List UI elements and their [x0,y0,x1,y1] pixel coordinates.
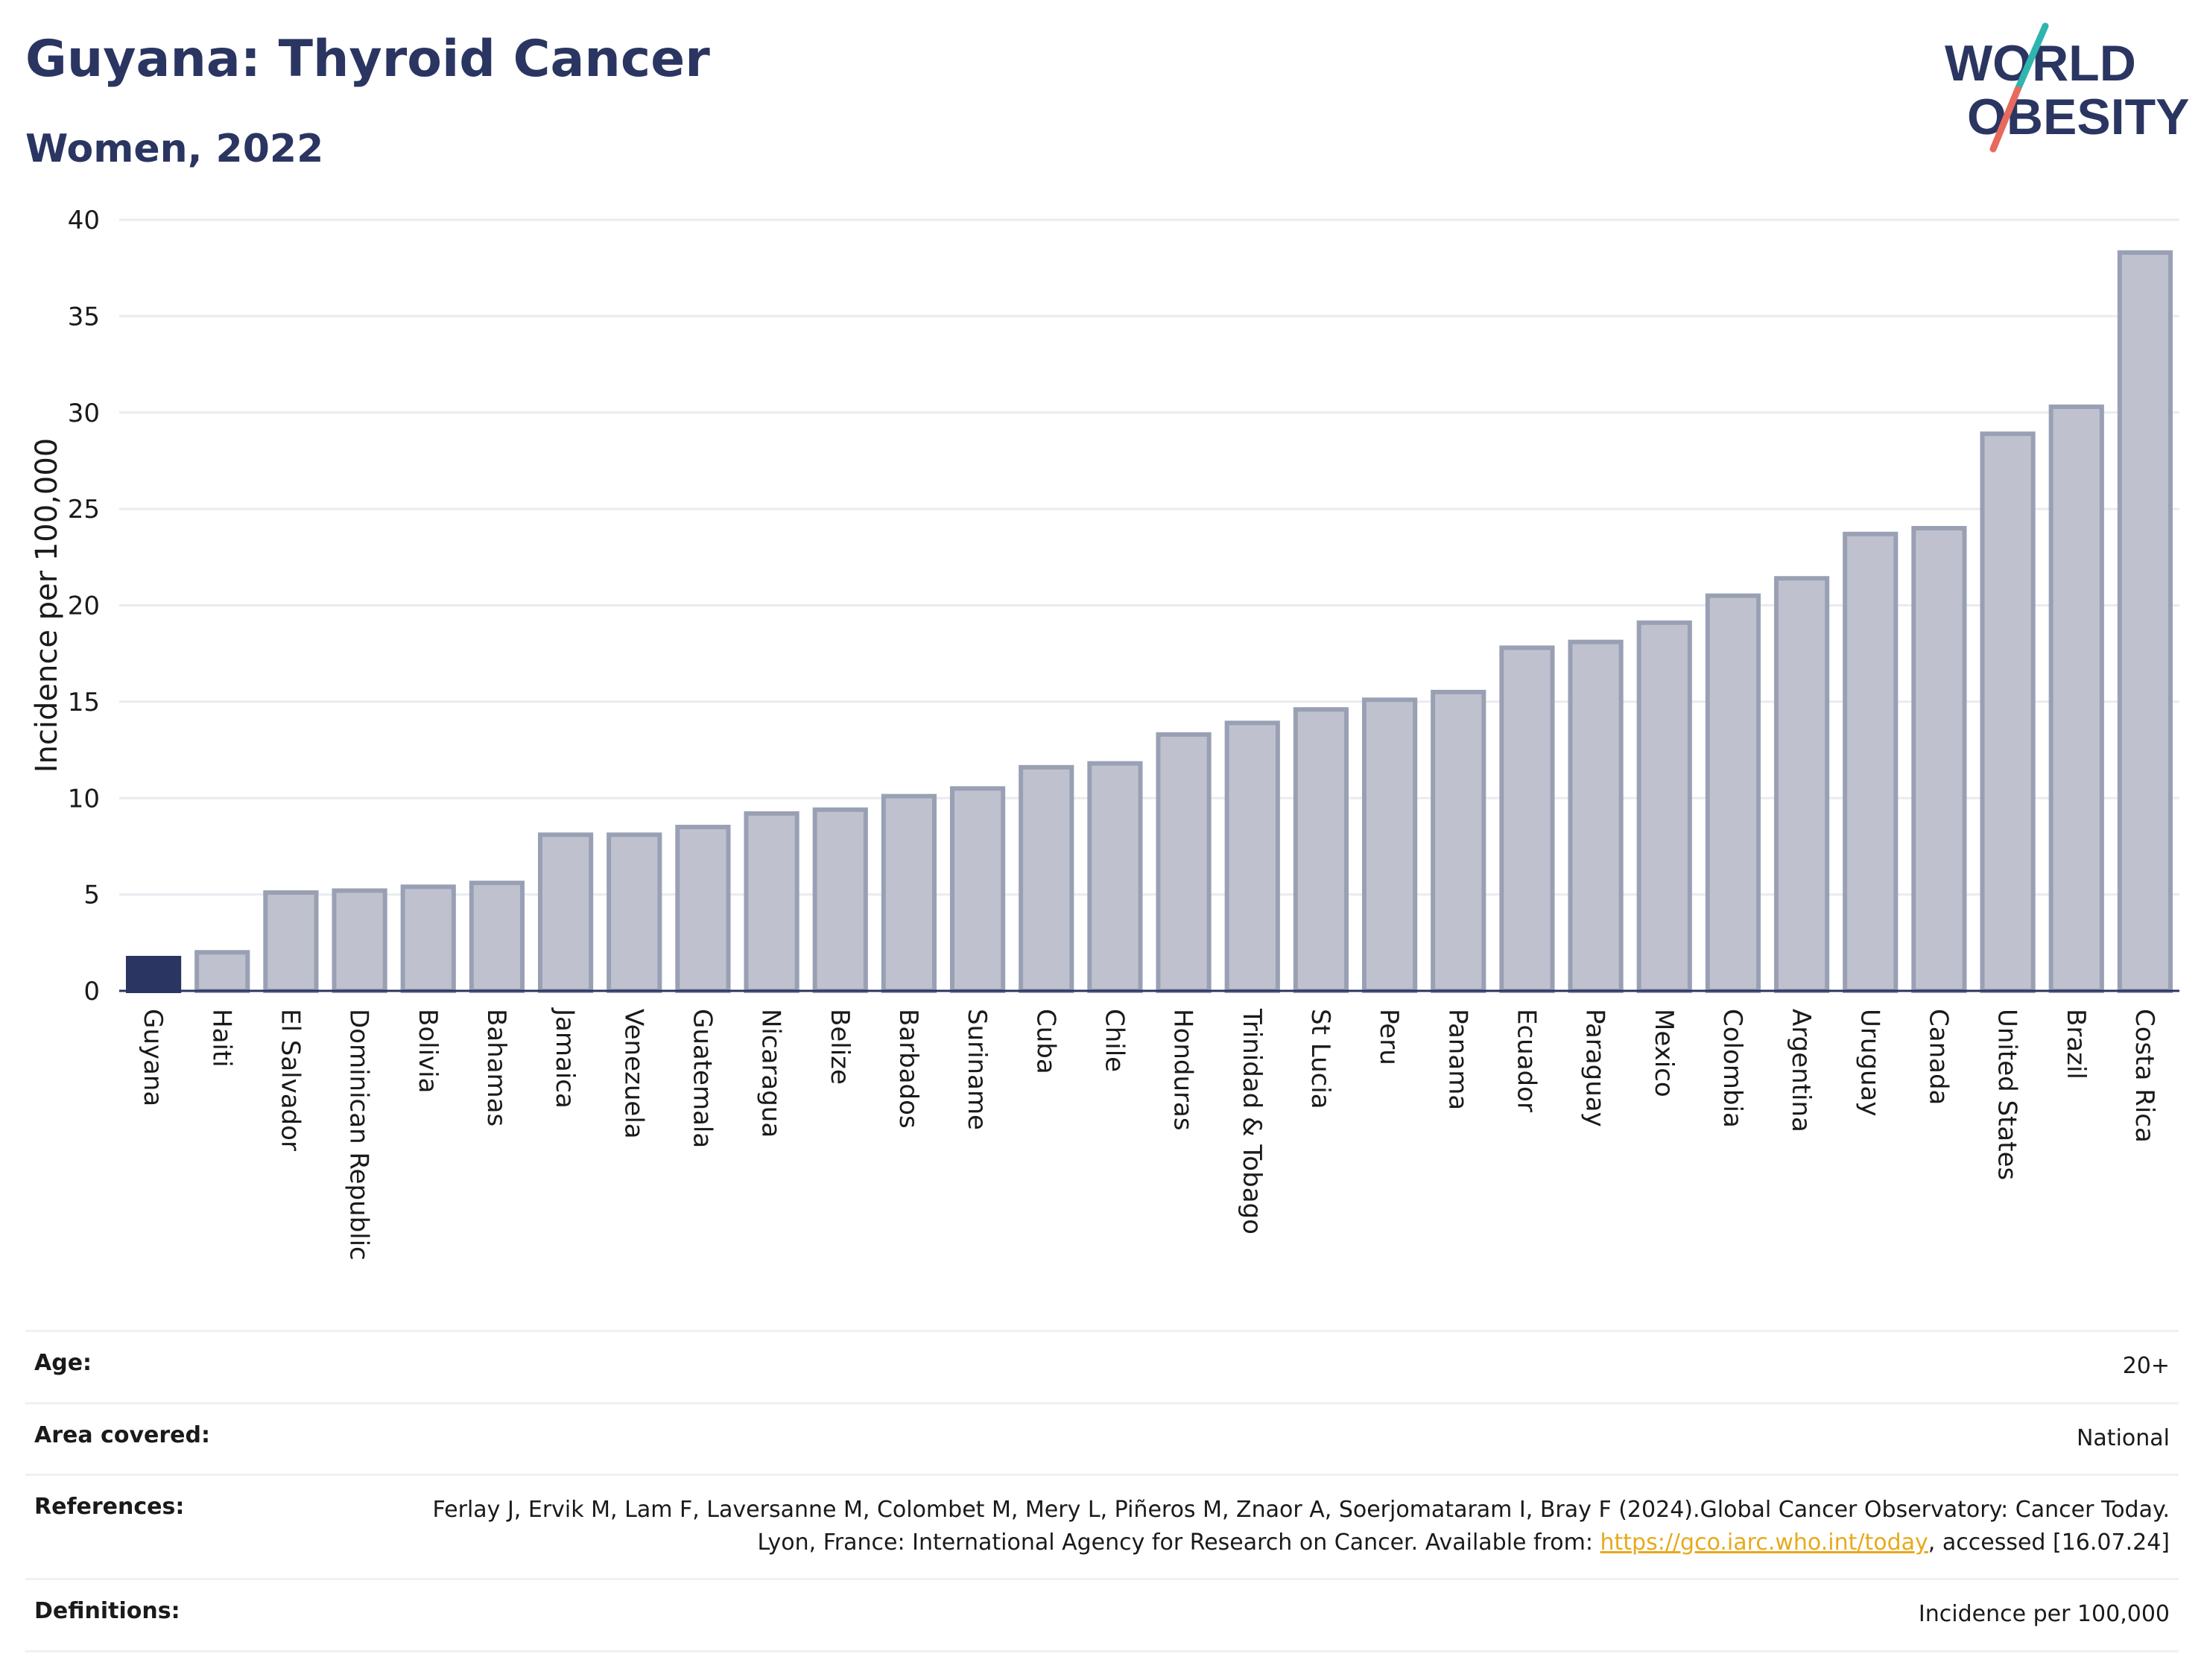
references-text: Ferlay J, Ervik M, Lam F, Laversanne M, … [432,1497,2170,1556]
bar [469,881,525,993]
x-tick-label: Trinidad & Tobago [1237,1008,1267,1234]
y-tick-label: 30 [68,399,100,428]
meta-row-age: Age: 20+ [25,1330,2179,1402]
area-label: Area covered: [34,1421,210,1448]
x-tick-label: Suriname [962,1009,992,1130]
meta-row-definitions: Definitions: Incidence per 100,000 [25,1578,2179,1652]
bar [2117,250,2173,994]
logo-stroke-teal [2014,22,2049,93]
x-tick-label: Uruguay [1855,1009,1884,1117]
x-tick-label: Jamaica [550,1007,580,1109]
definitions-value: Incidence per 100,000 [1918,1601,2170,1627]
references-tail: , accessed [16.07.24] [1928,1529,2170,1556]
x-tick-label: Honduras [1168,1009,1198,1131]
x-tick-label: Haiti [206,1009,236,1068]
bar [1156,732,1212,993]
y-tick-label: 0 [83,977,100,1007]
y-tick-label: 40 [68,206,100,235]
x-tick-label: Ecuador [1511,1009,1541,1112]
world-obesity-logo: WORLD OBESITY [1945,22,2190,153]
x-tick-label: United States [1992,1009,2022,1180]
references-value: Ferlay J, Ervik M, Lam F, Laversanne M, … [419,1494,2170,1559]
x-tick-label: El Salvador [275,1009,305,1151]
bar [1980,431,2036,993]
bar [881,793,937,993]
x-tick-label: Venezuela [618,1009,648,1139]
x-tick-label: Paraguay [1580,1009,1610,1127]
bar [400,884,456,994]
x-tick-label: Barbados [893,1009,923,1129]
x-tick-label: Bolivia [413,1009,443,1093]
bar [1361,697,1418,993]
x-tick-label: Guyana [138,1009,168,1106]
x-tick-label: Chile [1099,1009,1129,1072]
bar [125,956,182,993]
bar [675,825,731,993]
page-title: Guyana: Thyroid Cancer [25,30,710,89]
y-tick-label: 10 [68,784,100,814]
x-tick-label: Colombia [1717,1009,1747,1128]
x-tick-label: Costa Rica [2129,1009,2159,1143]
bar [1087,761,1143,993]
bar [1019,764,1074,993]
bar [1636,620,1692,993]
bar [263,890,319,993]
bar [607,832,662,993]
logo-stroke-coral [1989,86,2021,153]
bar [1293,707,1349,993]
bar-chart: 0 5 10 15 20 25 30 35 40 Incidence per 100,000 Guy… [30,206,2179,1261]
age-label: Age: [34,1350,92,1376]
bar [1773,576,1830,993]
bar [1499,645,1555,993]
meta-row-references: References: Ferlay J, Ervik M, Lam F, La… [25,1474,2179,1578]
x-tick-label: St Lucia [1305,1009,1335,1109]
bar [194,950,250,993]
bar [1843,531,1899,993]
x-tick-label: Cuba [1030,1009,1060,1074]
page-subtitle: Women, 2022 [25,127,324,171]
x-tick-label: Mexico [1649,1009,1679,1097]
bar [1568,639,1624,993]
references-link[interactable]: https://gco.iarc.who.int/today [1600,1529,1928,1556]
x-tick-label: Panama [1443,1009,1472,1110]
y-tick-label: 20 [68,592,100,621]
x-tick-label: Argentina [1786,1009,1816,1132]
references-label: References: [34,1494,185,1520]
bar [1431,689,1486,993]
bar [2048,404,2104,993]
meta-row-area: Area covered: National [25,1401,2179,1474]
x-tick-label: Bahamas [481,1009,511,1126]
bar [332,888,387,994]
y-tick-label: 25 [68,495,100,524]
age-value: 20+ [2122,1353,2170,1379]
bar [812,807,868,994]
area-value: National [2076,1424,2170,1451]
x-tick-label: Canada [1923,1009,1953,1105]
x-tick-label: Guatemala [687,1009,717,1148]
x-tick-label: Belize [825,1009,855,1085]
bar [1705,593,1761,993]
x-tick-label: Dominican Republic [344,1009,374,1261]
bar [537,832,594,993]
y-tick-label: 5 [83,881,100,910]
bar [1224,720,1280,994]
y-tick-label: 15 [68,688,100,717]
bar [1911,526,1967,993]
x-tick-label: Nicaragua [756,1009,786,1138]
y-tick-label: 35 [68,302,100,332]
bar [744,811,799,994]
metadata-table: Age: 20+ Area covered: National Referenc… [25,1330,2179,1652]
bar [949,786,1006,993]
x-tick-label: Peru [1374,1009,1404,1065]
definitions-label: Definitions: [34,1598,180,1624]
y-axis-label: Incidence per 100,000 [30,438,64,773]
x-tick-label: Brazil [2061,1009,2091,1080]
